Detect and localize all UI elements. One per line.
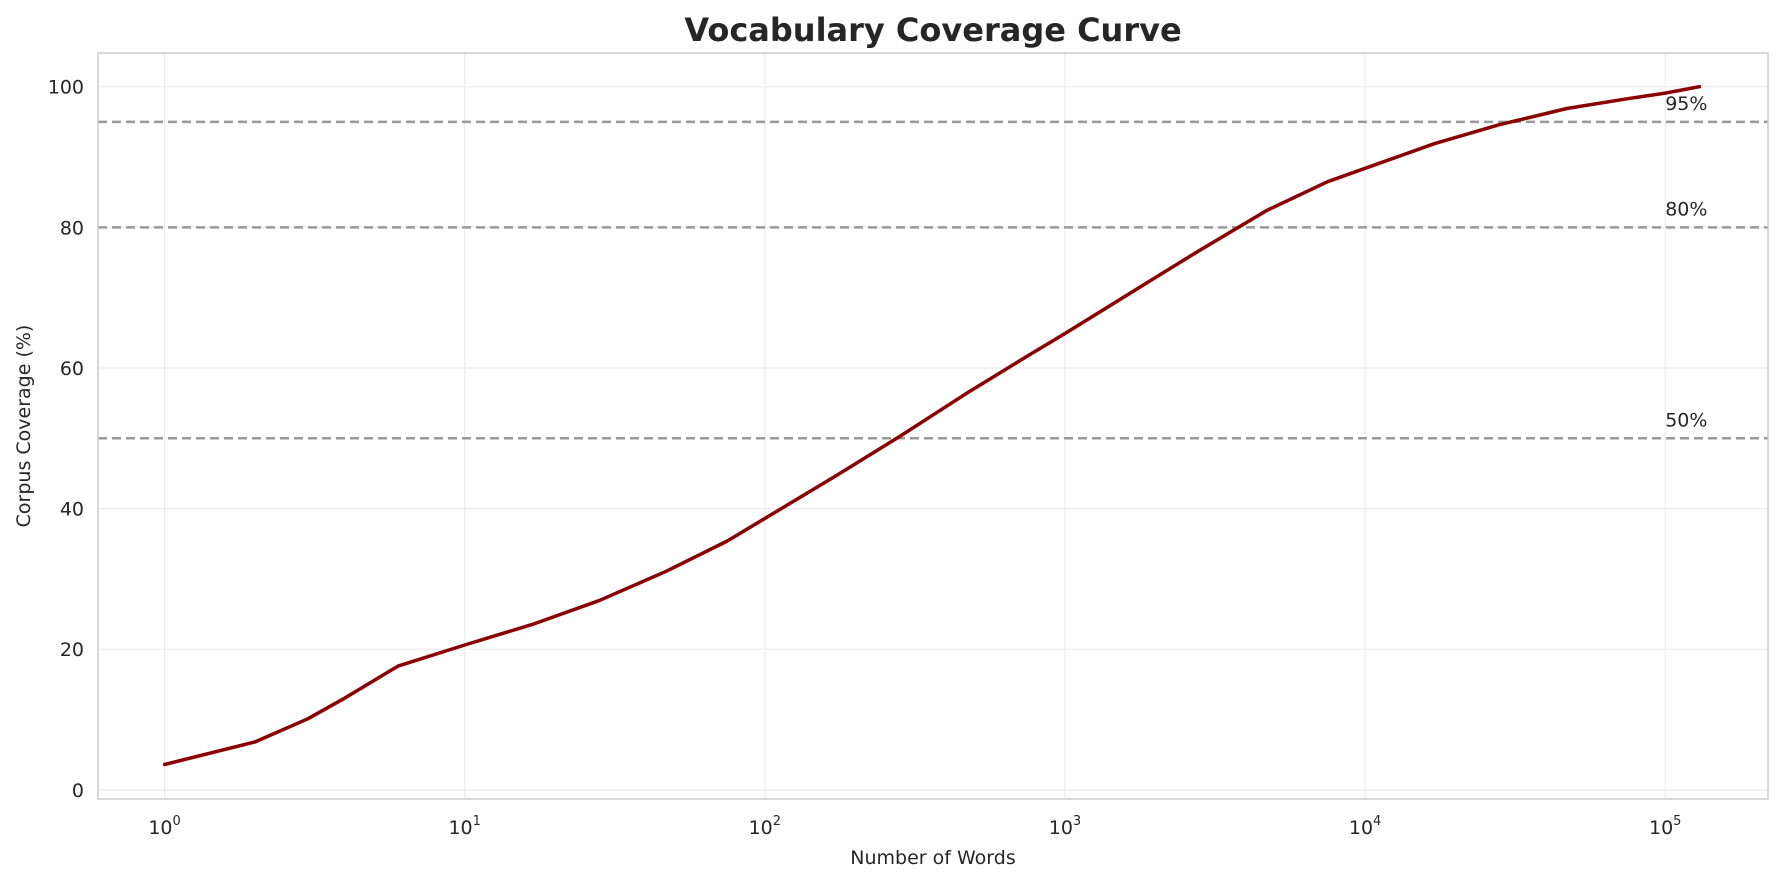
reference-labels: 95% 80% 50% [1665,93,1707,431]
plot-frame [97,52,1769,800]
x-axis-ticks: 100 101 102 103 104 105 [148,814,1681,839]
y-tick-label: 100 [48,77,84,99]
reference-line-label: 95% [1665,93,1707,115]
x-tick-label: 105 [1649,814,1681,839]
y-tick-label: 40 [60,499,84,521]
y-tick-label: 60 [60,358,84,380]
x-tick-label: 100 [148,814,180,839]
y-axis-label: Corpus Coverage (%) [13,325,35,528]
reference-lines [98,120,1768,440]
x-axis-label: Number of Words [850,847,1015,869]
grid [98,53,1768,799]
x-tick-label: 103 [1049,814,1081,839]
reference-line-label: 80% [1665,198,1707,220]
y-axis-ticks: 0 20 40 60 80 100 [48,77,84,802]
chart-title: Vocabulary Coverage Curve [684,11,1181,49]
coverage-line [162,84,1702,767]
x-tick-label: 104 [1349,814,1381,839]
series-layer [162,84,1702,767]
y-tick-label: 0 [72,780,84,802]
reference-line-label: 50% [1665,409,1707,431]
x-tick-label: 102 [749,814,781,839]
y-tick-label: 80 [60,217,84,239]
x-tick-label: 101 [448,814,480,839]
y-tick-label: 20 [60,639,84,661]
